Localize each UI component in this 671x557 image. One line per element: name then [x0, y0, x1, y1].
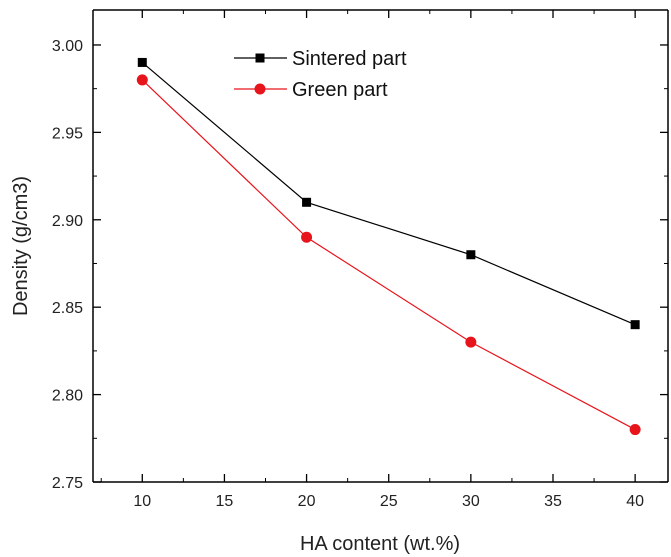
data-point-square — [466, 250, 476, 260]
series-line-1 — [141, 79, 636, 431]
series-layer — [136, 57, 641, 436]
data-point-circle — [465, 336, 477, 348]
legend-marker-green — [254, 83, 266, 95]
y-axis-title: Density (g/cm3) — [10, 176, 32, 316]
x-tick-label: 25 — [380, 493, 398, 510]
x-tick-label: 40 — [626, 493, 644, 510]
data-point-circle — [301, 231, 313, 243]
x-tick-label: 20 — [298, 493, 316, 510]
tick-labels-layer: 10 15 20 25 30 35 40 2.75 2.80 2.85 2.90 2.95 3.00 — [52, 38, 644, 510]
legend: Sintered part Green part — [234, 48, 407, 101]
x-tick-label: 30 — [462, 493, 480, 510]
legend-label-green: Green part — [292, 79, 388, 101]
x-tick-label: 15 — [216, 493, 234, 510]
series-line-0 — [141, 61, 636, 326]
y-tick-label: 2.85 — [52, 300, 83, 317]
ticks-layer — [93, 10, 668, 483]
legend-marker-sintered — [255, 53, 265, 63]
y-tick-label: 2.80 — [52, 388, 83, 405]
data-point-square — [630, 320, 640, 330]
data-point-circle — [136, 74, 148, 86]
data-point-circle — [629, 424, 641, 436]
y-tick-label: 2.95 — [52, 125, 83, 142]
x-tick-label: 10 — [133, 493, 151, 510]
y-tick-label: 2.90 — [52, 213, 83, 230]
x-axis-title: HA content (wt.%) — [300, 533, 460, 555]
data-point-square — [137, 57, 147, 67]
legend-label-sintered: Sintered part — [292, 48, 407, 70]
y-tick-label: 3.00 — [52, 38, 83, 55]
x-tick-label: 35 — [544, 493, 562, 510]
y-tick-label: 2.75 — [52, 475, 83, 492]
data-point-square — [302, 197, 312, 207]
